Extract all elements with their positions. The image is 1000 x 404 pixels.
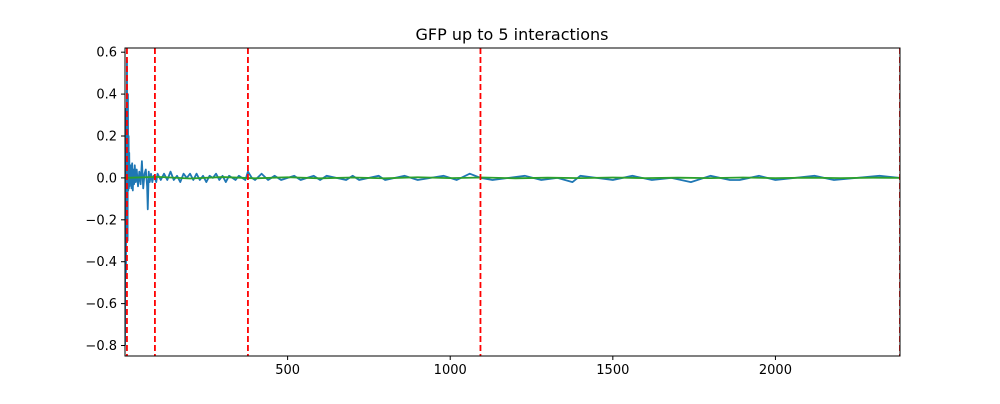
x-tick-label-1000: 1000 <box>434 363 467 378</box>
x-tick-label-500: 500 <box>275 363 300 378</box>
axes-frame <box>124 47 901 357</box>
plot-area <box>125 48 900 356</box>
y-tick-label-0.2: 0.2 <box>96 130 117 145</box>
y-tick-label--0.8: −0.8 <box>85 339 117 354</box>
chart-title: GFP up to 5 interactions <box>416 25 609 44</box>
y-tick-label--0.2: −0.2 <box>85 213 117 228</box>
series-line-2 <box>125 175 900 180</box>
y-tick-label-0.6: 0.6 <box>96 46 117 61</box>
x-tick-label-2000: 2000 <box>759 363 792 378</box>
y-tick-label--0.4: −0.4 <box>85 255 117 270</box>
axes: 500 1000 1500 2000 −0.8 −0.6 −0.4 −0.2 0.0 0.2 0.4… <box>85 46 901 378</box>
x-tick-label-1500: 1500 <box>596 363 629 378</box>
series-line-1 <box>125 59 900 346</box>
y-tick-label-0.4: 0.4 <box>96 88 117 103</box>
y-tick-label-0: 0.0 <box>96 171 117 186</box>
plot-clip-group <box>125 48 900 356</box>
y-tick-label--0.6: −0.6 <box>85 297 117 312</box>
